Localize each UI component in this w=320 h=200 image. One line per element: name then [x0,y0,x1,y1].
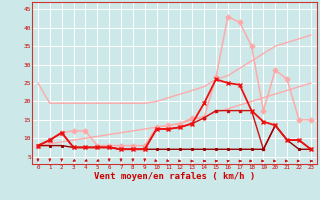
X-axis label: Vent moyen/en rafales ( km/h ): Vent moyen/en rafales ( km/h ) [94,172,255,181]
